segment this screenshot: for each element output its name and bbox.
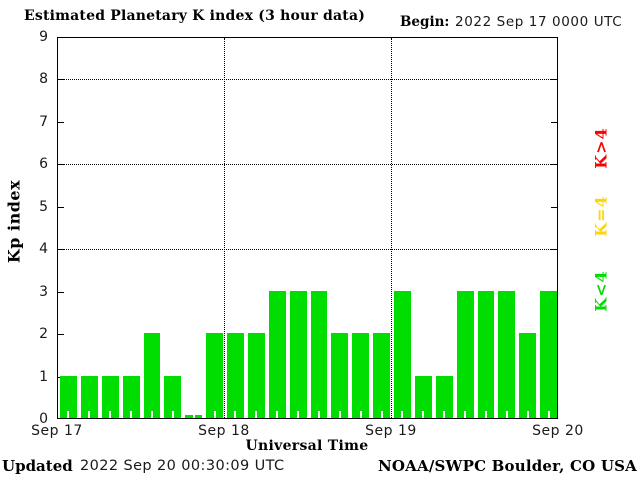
- legend-item-k-lt-4: K<4: [591, 270, 611, 312]
- base-tick: [67, 411, 70, 418]
- begin-value: 2022 Sep 17 0000 UTC: [455, 14, 623, 30]
- kp-bar: [101, 375, 119, 418]
- base-tick: [130, 411, 133, 418]
- y-gridline-4: [58, 249, 557, 251]
- base-tick: [150, 411, 153, 418]
- kp-bar: [227, 333, 244, 418]
- x-tick-label-sep-18: Sep 18: [198, 423, 250, 439]
- base-tick: [464, 411, 467, 418]
- base-tick: [484, 411, 487, 418]
- kp-bar: [289, 290, 307, 418]
- kp-bar: [456, 290, 474, 418]
- kp-bar: [414, 375, 432, 418]
- kp-bar: [60, 375, 77, 418]
- begin-label: Begin:: [400, 14, 450, 30]
- kp-bar: [268, 290, 286, 418]
- kp-bar: [122, 375, 140, 418]
- kp-bar: [519, 333, 537, 418]
- kp-bar: [498, 290, 516, 418]
- y-tick-right-8: [551, 79, 557, 81]
- y-tick-left-4: [58, 249, 64, 251]
- kp-bar: [352, 333, 370, 418]
- x-tick-label-sep-20: Sep 20: [532, 423, 584, 439]
- credit-text: NOAA/SWPC Boulder, CO USA: [377, 457, 637, 475]
- kp-bar: [247, 333, 265, 418]
- base-tick: [297, 411, 300, 418]
- base-tick: [401, 411, 404, 418]
- chart-title: Estimated Planetary K index (3 hour data…: [24, 8, 366, 24]
- kp-bar: [80, 375, 98, 418]
- y-tick-left-6: [58, 164, 64, 166]
- y-tick-label-4: 4: [39, 241, 48, 258]
- updated-label: Updated: [2, 457, 73, 475]
- y-tick-right-4: [551, 249, 557, 251]
- y-tick-left-8: [58, 79, 64, 81]
- kp-bar: [373, 333, 390, 418]
- legend-item-k-eq-4: K=4: [591, 195, 611, 237]
- updated-timestamp: 2022 Sep 20 00:30:09 UTC: [80, 458, 285, 474]
- base-tick: [276, 411, 279, 418]
- base-tick: [338, 411, 341, 418]
- kp-bar: [394, 290, 411, 418]
- y-tick-label-1: 1: [39, 368, 48, 385]
- kp-bar: [143, 333, 161, 418]
- base-tick: [109, 411, 112, 418]
- y-gridline-6: [58, 164, 557, 166]
- day-boundary-gridline: [391, 38, 392, 418]
- y-tick-label-5: 5: [39, 198, 48, 215]
- base-tick: [213, 411, 216, 418]
- y-tick-label-3: 3: [39, 283, 48, 300]
- kp-bar: [540, 290, 557, 418]
- base-tick: [505, 411, 508, 418]
- y-tick-label-9: 9: [39, 29, 48, 45]
- y-gridline-8: [58, 79, 557, 81]
- y-tick-right-7: [551, 121, 557, 123]
- kp-bar: [477, 290, 495, 418]
- base-tick: [234, 411, 237, 418]
- kp-bar: [331, 333, 349, 418]
- y-tick-label-6: 6: [39, 156, 48, 173]
- y-tick-left-3: [58, 291, 64, 293]
- base-tick: [88, 411, 91, 418]
- legend-item-k-gt-4: K>4: [591, 127, 611, 169]
- base-tick: [380, 411, 383, 418]
- base-tick: [422, 411, 425, 418]
- kp-bar: [164, 375, 182, 418]
- y-tick-left-7: [58, 121, 64, 123]
- y-tick-label-0: 0: [39, 411, 48, 427]
- kp-bar: [310, 290, 328, 418]
- base-tick: [171, 411, 174, 418]
- y-tick-label-8: 8: [39, 71, 48, 88]
- base-tick: [547, 411, 550, 418]
- y-tick-label-7: 7: [39, 113, 48, 130]
- day-boundary-gridline: [224, 38, 225, 418]
- base-tick: [317, 411, 320, 418]
- y-tick-right-5: [551, 206, 557, 208]
- base-tick: [359, 411, 362, 418]
- y-tick-right-6: [551, 164, 557, 166]
- y-tick-label-2: 2: [39, 326, 48, 343]
- base-tick: [255, 411, 258, 418]
- x-tick-label-sep-19: Sep 19: [365, 423, 417, 439]
- y-axis-label: Kp index: [4, 179, 24, 264]
- kp-bar: [206, 333, 223, 418]
- y-tick-left-5: [58, 206, 64, 208]
- base-tick: [192, 411, 195, 418]
- y-tick-left-2: [58, 334, 64, 336]
- base-tick: [443, 411, 446, 418]
- x-tick-label-sep-17: Sep 17: [31, 423, 83, 439]
- x-axis-label: Universal Time: [245, 438, 369, 454]
- base-tick: [526, 411, 529, 418]
- plot-area: [57, 37, 558, 419]
- kp-bar: [435, 375, 453, 418]
